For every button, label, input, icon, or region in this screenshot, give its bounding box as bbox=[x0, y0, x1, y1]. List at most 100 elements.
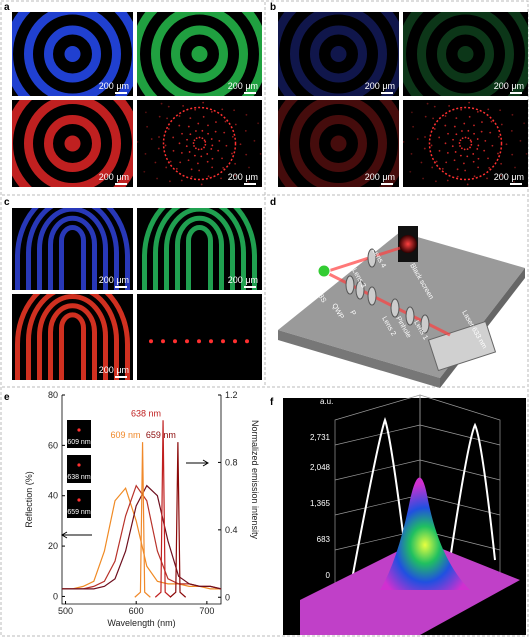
speckle bbox=[235, 124, 237, 126]
speckle bbox=[231, 153, 233, 155]
speckle bbox=[476, 148, 478, 150]
spot bbox=[197, 339, 201, 343]
speckle bbox=[479, 97, 481, 99]
speckle bbox=[462, 219, 464, 221]
image-bg bbox=[137, 294, 262, 380]
speckle bbox=[186, 139, 188, 141]
speckle bbox=[469, 147, 471, 149]
speckle bbox=[211, 145, 213, 147]
speckle bbox=[470, 139, 472, 141]
speckle bbox=[201, 137, 203, 139]
panel-label: d bbox=[270, 197, 276, 208]
speckle bbox=[467, 137, 469, 139]
speckle bbox=[512, 114, 514, 116]
speckle bbox=[155, 162, 157, 164]
scale-bar bbox=[115, 183, 127, 185]
speckle bbox=[399, 182, 401, 184]
scale-bar bbox=[244, 92, 256, 94]
speckle bbox=[133, 182, 135, 184]
speckle bbox=[242, 196, 244, 198]
inset-label: 659 nm bbox=[67, 509, 91, 516]
speckle bbox=[484, 140, 486, 142]
speckle bbox=[473, 124, 475, 126]
scale-bar bbox=[244, 286, 256, 288]
arrow bbox=[186, 460, 208, 466]
scale-bar bbox=[381, 92, 393, 94]
speckle bbox=[181, 133, 183, 135]
speckle bbox=[193, 204, 195, 206]
speckle bbox=[195, 130, 197, 132]
inset-label: 638 nm bbox=[67, 474, 91, 481]
scale-label: 200 μm bbox=[365, 172, 395, 182]
speckle bbox=[158, 136, 160, 138]
speckle bbox=[434, 128, 436, 130]
speckle bbox=[425, 116, 427, 118]
speckle bbox=[498, 136, 500, 138]
speckle bbox=[202, 102, 204, 104]
inset-spot bbox=[77, 463, 80, 466]
speckle bbox=[189, 151, 191, 153]
speckle bbox=[222, 167, 224, 169]
speckle bbox=[499, 109, 501, 111]
speckle bbox=[452, 145, 454, 147]
speckle bbox=[173, 150, 175, 152]
speckle bbox=[201, 130, 203, 132]
surface-plot bbox=[283, 395, 526, 635]
speckle bbox=[489, 132, 491, 134]
speckle bbox=[483, 150, 485, 152]
speckle bbox=[172, 137, 174, 139]
speckle bbox=[414, 96, 416, 98]
speckle bbox=[195, 147, 197, 149]
speckle bbox=[205, 197, 207, 199]
speckle bbox=[481, 121, 483, 123]
speckle bbox=[208, 175, 210, 177]
speckle bbox=[186, 145, 188, 147]
scale-bar bbox=[115, 286, 127, 288]
speckle bbox=[445, 115, 447, 117]
speckle bbox=[454, 126, 456, 128]
speckle bbox=[473, 161, 475, 163]
speckle bbox=[412, 126, 414, 128]
tick-label: 0 bbox=[326, 571, 331, 580]
speckle bbox=[421, 162, 423, 164]
speckle bbox=[221, 157, 223, 159]
speckle bbox=[438, 137, 440, 139]
speckle bbox=[232, 136, 234, 138]
speckle bbox=[465, 137, 467, 139]
speckle bbox=[148, 96, 150, 98]
speckle bbox=[455, 151, 457, 153]
speckle bbox=[447, 180, 449, 182]
tick-label: 2,048 bbox=[310, 463, 331, 472]
speckle bbox=[511, 154, 513, 156]
speckle bbox=[197, 163, 199, 165]
speckle bbox=[403, 141, 405, 143]
speckle bbox=[508, 196, 510, 198]
scale-label: 200 μm bbox=[494, 81, 524, 91]
speckle bbox=[497, 187, 499, 189]
y2-tick-label: 0.8 bbox=[225, 457, 238, 467]
speckle bbox=[461, 130, 463, 132]
unit-label: a.u. bbox=[320, 397, 333, 406]
speckle bbox=[194, 139, 196, 141]
speckle bbox=[468, 102, 470, 104]
speckle bbox=[481, 131, 483, 133]
speckle bbox=[197, 123, 199, 125]
speckle bbox=[469, 116, 471, 118]
speckle bbox=[424, 148, 426, 150]
speckle bbox=[457, 190, 459, 192]
speckle bbox=[273, 129, 275, 131]
speckle bbox=[460, 109, 462, 111]
panel-label: c bbox=[4, 197, 10, 208]
scale-bar bbox=[381, 183, 393, 185]
speckle bbox=[191, 168, 193, 170]
speckle bbox=[223, 132, 225, 134]
inset-label: 609 nm bbox=[67, 439, 91, 446]
speckle bbox=[443, 208, 445, 210]
speckle bbox=[523, 122, 525, 124]
speckle bbox=[426, 208, 428, 210]
speckle bbox=[477, 138, 479, 140]
speckle bbox=[511, 130, 513, 132]
speckle bbox=[261, 186, 263, 188]
spot bbox=[233, 339, 237, 343]
